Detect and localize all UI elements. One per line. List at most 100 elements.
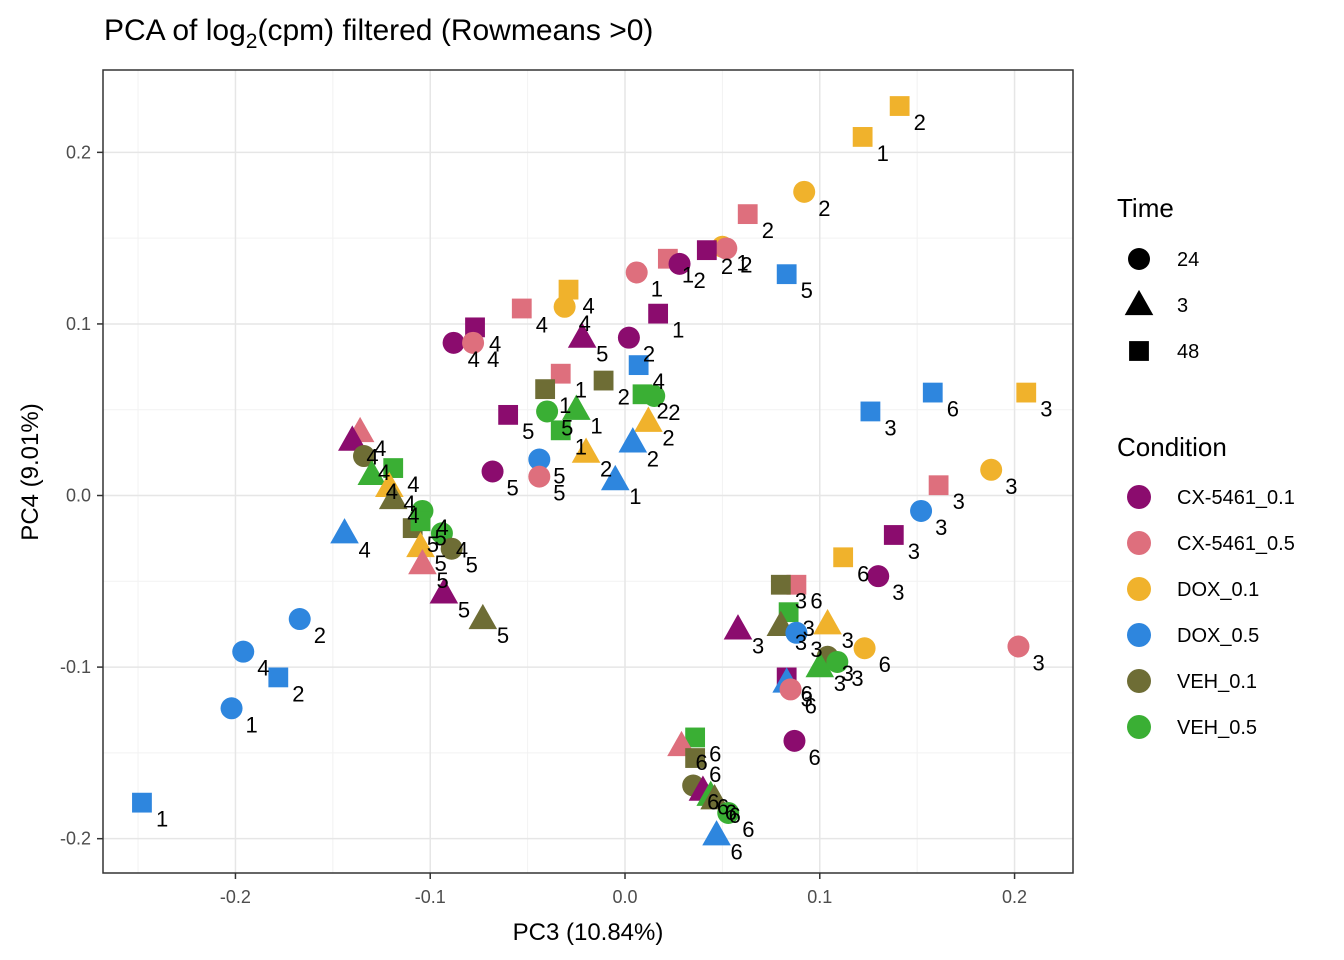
data-point-label: 4	[653, 369, 665, 394]
data-point	[481, 460, 504, 483]
data-point-label: 3	[892, 580, 904, 605]
data-point-label: 5	[561, 415, 573, 440]
data-point	[406, 531, 435, 558]
data-point-label: 6	[947, 397, 959, 422]
data-point-label: 1	[156, 807, 168, 832]
plot-panel-border	[102, 69, 1074, 874]
data-point	[853, 637, 876, 660]
data-point	[770, 574, 791, 595]
legend-condition-key	[1127, 715, 1151, 739]
data-point-label: 6	[801, 681, 813, 706]
plot-grid	[103, 70, 1073, 873]
data-point-label: 2	[618, 385, 630, 410]
data-point	[793, 180, 816, 203]
data-point-label: 4	[489, 331, 501, 356]
data-point-label: 4	[378, 460, 390, 485]
data-point-label: 3	[953, 489, 965, 514]
data-point-label: 5	[522, 419, 534, 444]
data-point	[232, 640, 255, 663]
data-point-label: 6	[725, 800, 737, 825]
data-point	[805, 651, 835, 678]
data-point	[786, 574, 807, 595]
data-point-label: 1	[559, 393, 571, 418]
data-point-label: 5	[458, 597, 470, 622]
data-point-label: 5	[553, 463, 565, 488]
data-point	[383, 458, 404, 478]
data-point-label: 5	[507, 476, 519, 501]
data-point	[628, 355, 649, 376]
plot-panel	[103, 70, 1073, 873]
data-point	[567, 322, 597, 348]
data-point	[702, 820, 731, 846]
data-point	[528, 448, 551, 471]
data-point-label: 4	[407, 472, 419, 497]
data-point	[715, 237, 738, 260]
data-point	[860, 401, 881, 422]
data-point-label: 2	[314, 623, 326, 648]
data-point	[571, 437, 601, 463]
legend-time-title: Time	[1117, 193, 1174, 223]
data-point-label: 5	[427, 532, 439, 557]
data-point-label: 1	[651, 276, 663, 301]
data-point	[776, 264, 797, 285]
chart-title: PCA of log2(cpm) filtered (Rowmeans >0)	[104, 14, 653, 53]
data-point-label: 2	[600, 457, 612, 482]
data-point	[867, 565, 890, 588]
data-point	[643, 385, 666, 408]
y-axis-title: PC4 (9.01%)	[17, 403, 44, 540]
data-point	[980, 458, 1003, 481]
data-point	[618, 427, 648, 453]
data-point-label: 2	[762, 218, 774, 243]
x-tick-label: -0.2	[220, 887, 251, 907]
data-point-label: 6	[709, 762, 721, 787]
data-point-label: 4	[407, 503, 419, 528]
data-point	[550, 363, 571, 384]
data-point	[883, 525, 904, 545]
data-point	[634, 406, 663, 432]
data-point	[648, 303, 669, 324]
legend-time: Time 24 3 48	[1117, 193, 1199, 363]
data-point-label: 4	[583, 294, 595, 319]
y-tick-label: 0.0	[66, 486, 91, 506]
data-point	[536, 400, 559, 423]
data-point-label: 3	[803, 616, 815, 641]
data-point	[462, 331, 485, 354]
x-tick-label: 0.0	[612, 887, 637, 907]
data-point-label: 2	[694, 268, 706, 293]
data-point	[910, 499, 933, 522]
y-tick-label: -0.2	[60, 829, 91, 849]
legend-time-label: 3	[1177, 295, 1188, 317]
data-point-label: 3	[752, 633, 764, 658]
legend-condition-title: Condition	[1117, 432, 1227, 462]
data-point-label: 6	[742, 817, 754, 842]
data-point	[723, 614, 753, 640]
legend-condition-key	[1127, 669, 1151, 693]
data-point-label: 3	[1005, 474, 1017, 499]
data-point	[357, 459, 387, 486]
x-axis-ticks: -0.2 -0.1 0.0 0.1 0.2	[220, 873, 1027, 907]
data-point	[696, 240, 717, 261]
data-point-label: 2	[818, 196, 830, 221]
data-point-label: 2	[668, 400, 680, 425]
plot-points	[132, 96, 1037, 846]
data-point-label: 1	[682, 263, 694, 288]
y-tick-label: 0.2	[66, 142, 91, 162]
data-point	[353, 445, 376, 468]
data-point-label: 3	[884, 415, 896, 440]
data-point-label: 5	[497, 623, 509, 648]
data-point-label: 2	[662, 426, 674, 451]
data-point-label: 6	[707, 789, 719, 814]
legend-condition-key	[1127, 623, 1151, 647]
data-point-label: 3	[795, 589, 807, 614]
data-point	[528, 465, 551, 488]
data-point-label: 3	[834, 671, 846, 696]
data-point-label: 3	[1040, 397, 1052, 422]
data-point	[617, 326, 640, 349]
data-point-label: 6	[731, 839, 743, 864]
data-point	[685, 748, 706, 768]
data-point-label: 3	[908, 539, 920, 564]
x-tick-label: 0.1	[807, 887, 832, 907]
x-tick-label: 0.2	[1002, 887, 1027, 907]
y-tick-label: -0.1	[60, 657, 91, 677]
